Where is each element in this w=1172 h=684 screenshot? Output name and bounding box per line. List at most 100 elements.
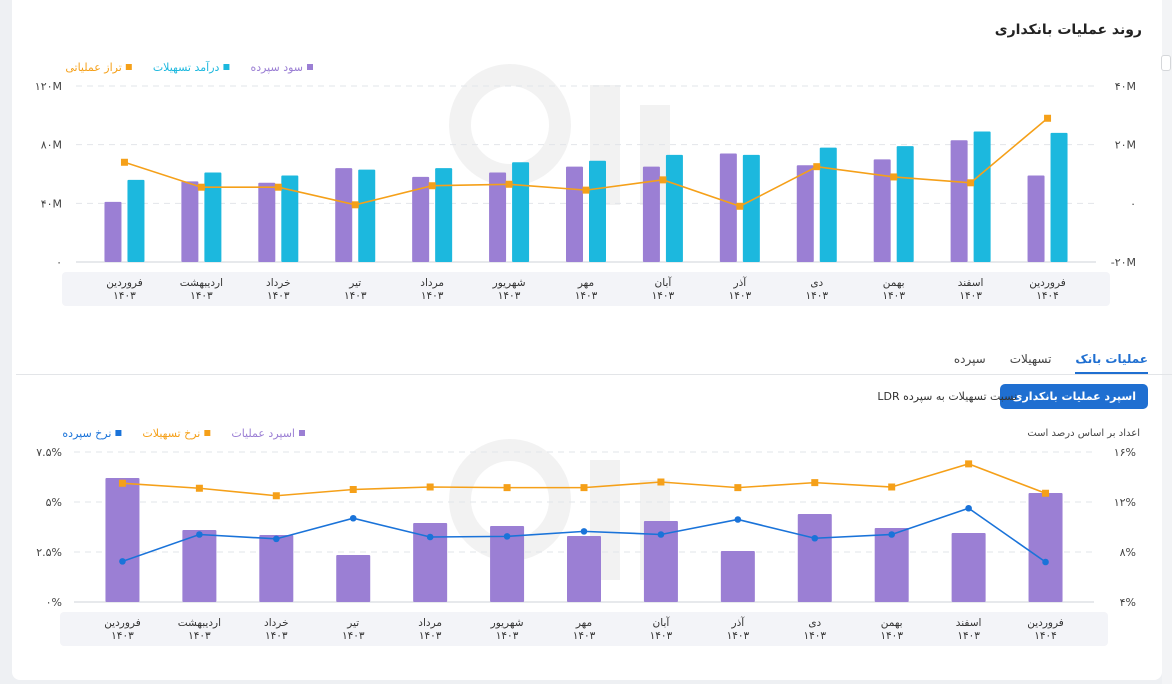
line-point [119, 558, 126, 565]
bar-1 [413, 523, 448, 602]
tab-facilities[interactable]: تسهیلات [1009, 352, 1052, 366]
category-label: دی [808, 617, 821, 629]
legend-swatch [307, 64, 313, 70]
bar-2 [435, 168, 453, 262]
bar-2 [1050, 132, 1068, 262]
legend-swatch [115, 430, 122, 436]
category-label: آذر [733, 276, 748, 289]
line-point [505, 180, 513, 188]
bar-1 [258, 182, 276, 262]
legend-swatch [223, 64, 230, 70]
line-point [1044, 114, 1052, 122]
line-point [811, 479, 819, 487]
legend-swatch [204, 430, 211, 436]
line-point [888, 483, 896, 491]
category-year: ۱۴۰۳ [729, 290, 752, 302]
line-point [734, 484, 742, 492]
line-point [813, 163, 821, 171]
category-year: ۱۴۰۳ [342, 630, 365, 642]
category-year: ۱۴۰۴ [1034, 630, 1057, 642]
bar-1 [104, 201, 122, 262]
bar-1 [1028, 493, 1063, 602]
line-point [120, 158, 128, 166]
legend-label: تراز عملیاتی [65, 61, 121, 74]
category-band [62, 272, 1110, 306]
scrollbar-thumb[interactable] [1161, 55, 1171, 71]
line-point [965, 460, 973, 468]
category-year: ۱۴۰۳ [113, 290, 136, 302]
category-label: فروردین [1027, 617, 1064, 629]
line-point [890, 173, 898, 181]
bar-1 [335, 168, 353, 262]
category-year: ۱۴۰۳ [880, 630, 903, 642]
line-point [659, 176, 667, 184]
category-year: ۱۴۰۳ [805, 290, 828, 302]
bar-2 [204, 172, 222, 262]
category-year: ۱۴۰۳ [419, 630, 442, 642]
bar-1 [1027, 175, 1045, 262]
line-point [118, 479, 126, 487]
category-year: ۱۴۰۳ [573, 630, 596, 642]
category-year: ۱۴۰۳ [959, 290, 982, 302]
category-label: فروردین [104, 617, 141, 629]
category-label: تیر [348, 277, 361, 289]
bar-1 [412, 176, 430, 262]
right-axis-tick: ۴۰M [1115, 80, 1136, 93]
bar-1 [567, 536, 601, 602]
category-band [60, 612, 1108, 646]
tab-bank-operations[interactable]: عملیات بانک [1075, 352, 1148, 374]
category-year: ۱۴۰۳ [111, 630, 134, 642]
category-label: دی [810, 277, 823, 289]
category-label: آبان [655, 276, 673, 289]
bar-1 [643, 521, 678, 602]
bar-2 [358, 169, 376, 262]
bar-1 [796, 165, 814, 262]
category-year: ۱۴۰۳ [188, 630, 211, 642]
tab-deposit[interactable]: سپرده [953, 352, 986, 366]
left-axis-tick: ۲.۵% [36, 546, 62, 559]
category-label: فروردین [106, 277, 143, 289]
category-label: آذر [731, 616, 746, 629]
line-point [1042, 558, 1049, 566]
right-axis-tick: ۴% [1120, 596, 1136, 609]
bar-1 [642, 166, 660, 262]
spread-chart: ۰% ۴%۲.۵% ۸%۵% ۱۲%۷.۵% ۱۶%فروردین۱۴۰۳اردیبهش… [36, 427, 1136, 646]
left-axis-tick: ۵% [46, 496, 62, 509]
page-title: روند عملیات بانکداری [994, 22, 1142, 38]
legend-label: سود سپرده [250, 61, 303, 74]
category-year: ۱۴۰۴ [1036, 290, 1059, 302]
category-label: شهریور [490, 617, 524, 629]
category-label: خرداد [264, 617, 289, 629]
category-year: ۱۴۰۳ [267, 290, 290, 302]
category-year: ۱۴۰۳ [727, 630, 750, 642]
line-point [580, 484, 588, 492]
bar-1 [797, 514, 832, 602]
bar-1 [489, 172, 507, 262]
ldr-option[interactable]: نسبت تسهیلات به سپرده LDR [877, 390, 1017, 403]
left-axis-tick: ۸۰M [41, 139, 62, 152]
line-point [967, 179, 975, 187]
legend-label: درآمد تسهیلات [153, 60, 220, 74]
line-point [274, 183, 282, 191]
spread-operations-button[interactable]: اسپرد عملیات بانکداری [1000, 384, 1148, 409]
category-year: ۱۴۰۳ [957, 630, 980, 642]
line-point [197, 183, 205, 191]
line-point [503, 533, 511, 540]
legend-swatch [125, 64, 132, 70]
right-axis-tick: ۱۲% [1114, 496, 1136, 509]
category-label: اسفند [958, 277, 984, 289]
line-point [657, 531, 665, 538]
bar-1 [336, 555, 371, 602]
bar-1 [490, 526, 525, 602]
line-point [196, 531, 203, 538]
right-axis-tick: -۲۰M [1111, 256, 1136, 269]
scrollbar-track[interactable] [1161, 0, 1172, 684]
category-label: خرداد [266, 277, 291, 289]
left-axis-tick: ۰ [56, 256, 62, 269]
right-axis-tick: ۲۰M [1115, 139, 1136, 152]
bar-1 [566, 166, 583, 262]
bar-1 [873, 159, 891, 262]
line-point [349, 514, 357, 522]
bar-1 [719, 153, 737, 262]
